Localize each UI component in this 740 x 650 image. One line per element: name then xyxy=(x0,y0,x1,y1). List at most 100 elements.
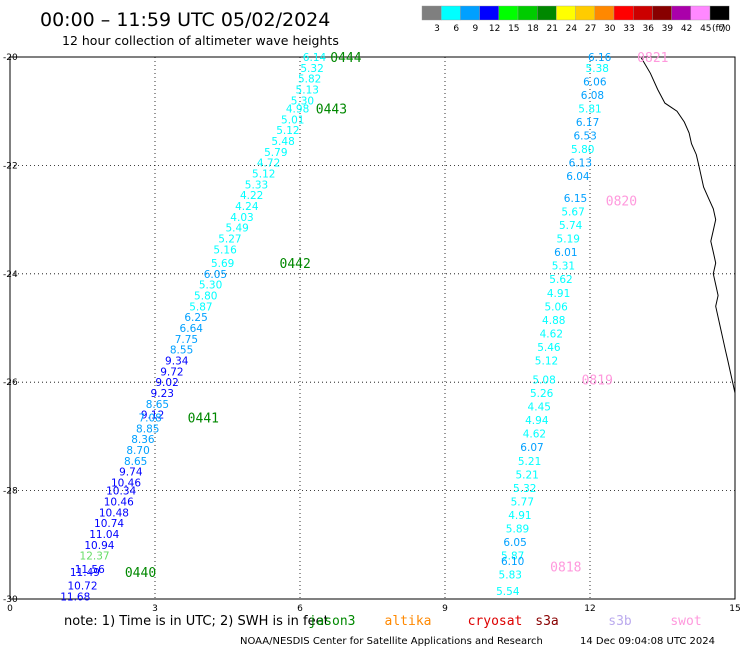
y-tick-label: -26 xyxy=(3,378,18,388)
wave-height-value: 6.10 xyxy=(501,556,524,568)
wave-height-value: 5.21 xyxy=(518,456,541,468)
pass-time-label: 0442 xyxy=(280,257,311,272)
pass-time-label: 0820 xyxy=(606,195,637,210)
wave-height-value: 9.34 xyxy=(165,356,189,368)
wave-height-value: 10.74 xyxy=(94,518,124,530)
legend-swatch xyxy=(537,5,557,21)
wave-height-value: 6.04 xyxy=(566,171,590,183)
wave-height-value: 11.56 xyxy=(75,564,105,576)
wave-height-value: 8.65 xyxy=(124,456,147,468)
pass-time-label: 0443 xyxy=(316,102,347,117)
wave-height-value: 5.62 xyxy=(549,274,572,286)
wave-height-value: 6.64 xyxy=(180,323,204,335)
wave-height-value: 5.13 xyxy=(296,85,319,97)
footer-note: note: 1) Time is in UTC; 2) SWH is in fe… xyxy=(64,614,329,629)
y-tick-label: -20 xyxy=(3,53,18,63)
legend-swatch xyxy=(421,5,442,21)
x-tick-label: 9 xyxy=(442,604,448,614)
pass-time-label: 0441 xyxy=(188,411,219,426)
wave-height-value: 5.79 xyxy=(264,147,287,159)
pass-time-label: 0440 xyxy=(125,566,156,581)
wave-height-value: 5.27 xyxy=(218,234,241,246)
wave-height-value: 5.31 xyxy=(552,261,575,273)
wave-height-value: 6.07 xyxy=(520,442,543,454)
wave-height-value: 10.94 xyxy=(84,540,114,552)
wave-height-value: 4.24 xyxy=(235,201,259,213)
color-scale-legend: 3 6 9 12 15 18 21 24 27 30 33 36 39 42 45 70 xyxy=(421,5,731,34)
wave-height-value: 6.06 xyxy=(583,76,607,88)
wave-height-value: 5.26 xyxy=(530,388,554,400)
satellite-label: swot xyxy=(670,614,701,629)
legend-swatch xyxy=(633,5,653,21)
pass-time-label: 0821 xyxy=(637,51,668,66)
wave-height-value: 5.16 xyxy=(213,244,237,256)
wave-height-value: 5.82 xyxy=(298,74,321,86)
satellite-legend: jason3 altika cryosat s3a s3b swot xyxy=(309,614,702,629)
wave-height-value: 5.12 xyxy=(252,169,275,181)
wave-height-value: 4.98 xyxy=(286,103,309,115)
wave-height-value: 8.55 xyxy=(170,345,193,357)
wave-height-value: 5.67 xyxy=(561,206,584,218)
wave-height-value: 4.91 xyxy=(547,288,570,300)
x-tick-label: 6 xyxy=(297,604,303,614)
wave-height-value: 5.30 xyxy=(199,280,222,292)
wave-height-value: 5.08 xyxy=(532,374,555,386)
legend-label: 30 xyxy=(604,24,616,34)
wave-height-value: 9.02 xyxy=(155,377,178,389)
wave-height-value: 9.72 xyxy=(160,366,183,378)
legend-swatch xyxy=(652,5,672,21)
legend-swatch xyxy=(671,5,691,21)
wave-height-value: 4.62 xyxy=(523,429,546,441)
y-tick-label: -28 xyxy=(3,487,18,497)
legend-label: 12 xyxy=(489,24,500,34)
coastline xyxy=(640,56,736,394)
wave-height-value: 8.70 xyxy=(126,445,149,457)
wave-height-value: 8.85 xyxy=(136,423,159,435)
satellite-label: altika xyxy=(385,614,432,629)
pass-time-label: 0819 xyxy=(582,373,613,388)
wave-height-value: 10.46 xyxy=(111,477,141,489)
wave-height-value: 5.12 xyxy=(276,125,299,137)
y-tick-label: -22 xyxy=(3,161,18,171)
wave-height-value: 6.25 xyxy=(184,312,207,324)
wave-height-value: 9.23 xyxy=(151,388,174,400)
wave-height-value: 7.08 xyxy=(138,412,161,424)
legend-label: 27 xyxy=(585,24,596,34)
axis-tick-labels: 0 3 6 9 12 15 -20 -22 -24 -26 -28 -30 xyxy=(3,53,740,614)
wave-height-value: 6.53 xyxy=(573,131,596,143)
wave-height-value: 6.17 xyxy=(576,117,599,129)
legend-swatch xyxy=(690,5,711,21)
wave-height-value: 4.94 xyxy=(525,415,549,427)
wave-height-value: 9.74 xyxy=(119,467,143,479)
wave-height-value: 4.22 xyxy=(240,190,263,202)
wave-height-value: 6.16 xyxy=(588,52,612,64)
coastline-path xyxy=(640,56,736,394)
wave-height-value: 5.83 xyxy=(499,570,522,582)
wave-height-value: 5.21 xyxy=(515,469,538,481)
chart-subtitle: 12 hour collection of altimeter wave hei… xyxy=(62,33,339,48)
legend-swatch xyxy=(709,5,730,21)
legend-swatch xyxy=(556,5,576,21)
wave-height-value: 4.62 xyxy=(540,328,563,340)
wave-height-value: 5.30 xyxy=(291,95,314,107)
wave-height-value: 4.72 xyxy=(257,158,280,170)
x-tick-label: 3 xyxy=(152,604,158,614)
wave-height-value: 6.01 xyxy=(554,247,577,259)
pass-time-labels: 0444 0443 0442 0441 0440 0821 0820 0819 0818 xyxy=(125,51,669,581)
legend-swatch xyxy=(517,5,538,21)
wave-height-value: 5.32 xyxy=(300,63,323,75)
wave-height-value: 5.80 xyxy=(194,290,217,302)
wave-height-value: 11.49 xyxy=(70,567,100,579)
legend-label: 33 xyxy=(623,24,634,34)
legend-label: 70 xyxy=(719,24,731,34)
satellite-label: s3a xyxy=(535,614,558,629)
legend-label: 42 xyxy=(681,24,692,34)
legend-swatch xyxy=(441,5,461,21)
legend-label: 6 xyxy=(453,24,459,34)
wave-height-value: 6.13 xyxy=(569,158,592,170)
wave-height-value: 4.03 xyxy=(230,212,253,224)
legend-label: 36 xyxy=(642,24,654,34)
legend-swatch xyxy=(613,5,634,21)
wave-height-value: 8.65 xyxy=(146,399,169,411)
x-tick-label: 12 xyxy=(584,604,595,614)
